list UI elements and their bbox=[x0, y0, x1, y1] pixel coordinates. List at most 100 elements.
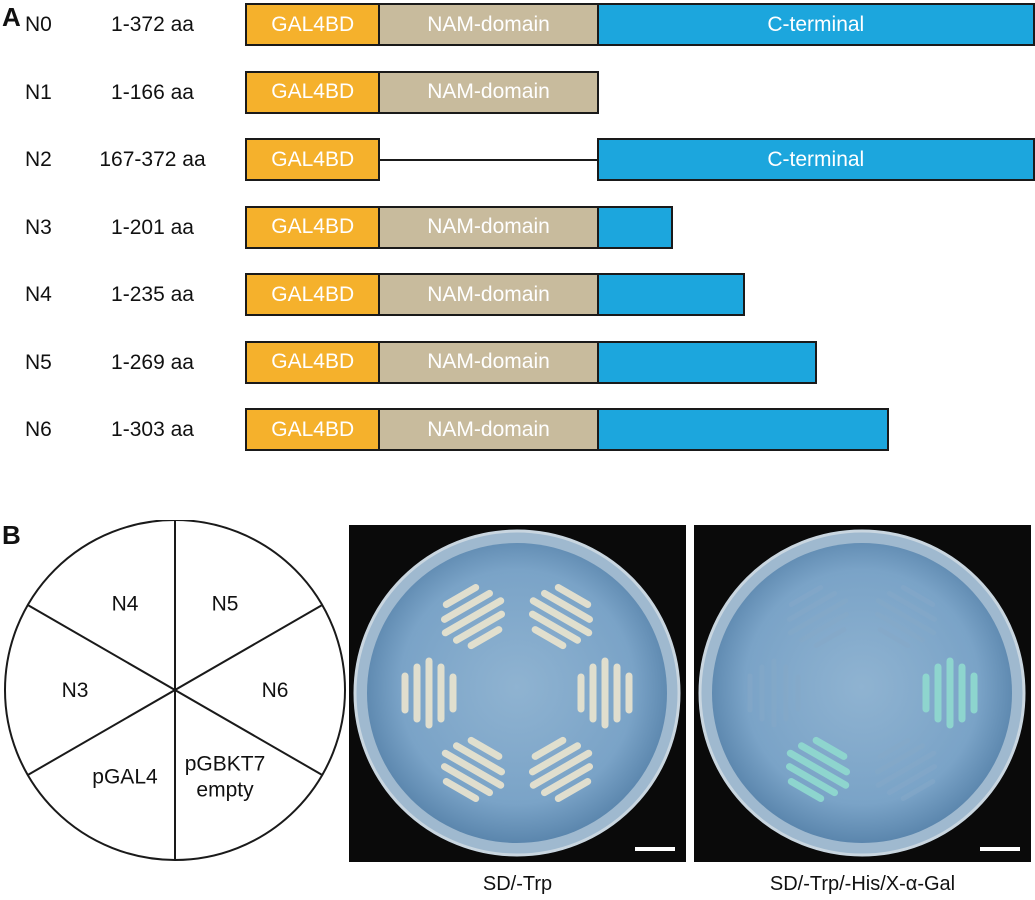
cterm-segment bbox=[596, 340, 817, 384]
yeast-streak bbox=[788, 585, 824, 608]
yeast-streak bbox=[440, 589, 494, 623]
yeast-streak bbox=[787, 598, 849, 636]
streak-group bbox=[440, 584, 506, 650]
yeast-streak bbox=[886, 764, 938, 796]
yeast-streak bbox=[875, 750, 937, 788]
construct-name-n5: N5 bbox=[25, 350, 52, 374]
yeast-streak bbox=[874, 611, 926, 643]
yeast-streak bbox=[554, 777, 592, 802]
yeast-streak bbox=[900, 585, 936, 608]
construct-range-n6: 1-303 aa bbox=[111, 418, 194, 441]
construct-range-n2: 167-372 aa bbox=[99, 148, 206, 171]
plate-0-graphic bbox=[353, 529, 681, 857]
gal4bd-segment: GAL4BD bbox=[245, 273, 381, 316]
sector-label: N6 bbox=[262, 679, 289, 702]
sector-label: N4 bbox=[112, 592, 139, 615]
yeast-streak bbox=[797, 742, 851, 776]
construct-range-n1: 1-166 aa bbox=[111, 80, 194, 104]
yeast-streak bbox=[440, 763, 494, 797]
nam-segment: NAM-domain bbox=[378, 205, 599, 249]
yeast-streak bbox=[875, 598, 937, 636]
yeast-streak bbox=[900, 778, 936, 801]
nam-segment: NAM-domain bbox=[378, 273, 599, 316]
nam-segment: NAM-domain bbox=[378, 340, 599, 384]
construct-name-n6: N6 bbox=[25, 418, 52, 441]
construct-name-n0: N0 bbox=[25, 13, 52, 36]
gal4bd-segment: GAL4BD bbox=[245, 70, 381, 114]
yeast-streak bbox=[467, 626, 503, 650]
cterm-segment bbox=[596, 273, 745, 316]
nam-segment: NAM-domain bbox=[378, 70, 599, 114]
sector-label: N3 bbox=[62, 679, 89, 702]
yeast-streak bbox=[529, 597, 593, 637]
yeast-streak bbox=[877, 737, 911, 759]
yeast-streak bbox=[787, 777, 825, 802]
sector-label: pGAL4 bbox=[92, 766, 158, 789]
streak-group bbox=[785, 736, 851, 802]
streak-group bbox=[874, 585, 938, 649]
gal4bd-segment: GAL4BD bbox=[245, 408, 381, 451]
yeast-streak bbox=[452, 610, 506, 644]
streak-group bbox=[440, 736, 506, 802]
yeast-streak bbox=[528, 610, 582, 644]
yeast-streak bbox=[531, 626, 567, 650]
plate-photo-sd-trp bbox=[349, 525, 686, 862]
construct-range-n4: 1-235 aa bbox=[111, 283, 194, 306]
yeast-streak bbox=[812, 736, 848, 760]
gal4bd-segment: GAL4BD bbox=[245, 340, 381, 384]
yeast-streak bbox=[441, 597, 505, 637]
yeast-streak bbox=[786, 749, 850, 789]
cterm-segment bbox=[596, 408, 889, 451]
streak-group bbox=[528, 736, 594, 802]
yeast-streak bbox=[798, 611, 850, 643]
streak-group bbox=[747, 658, 801, 728]
yeast-streak bbox=[874, 743, 926, 775]
construct-name-n3: N3 bbox=[25, 215, 52, 239]
nam-segment: NAM-domain bbox=[378, 3, 599, 46]
construct-name-n2: N2 bbox=[25, 148, 52, 171]
yeast-streak bbox=[452, 742, 506, 776]
yeast-streak bbox=[886, 590, 938, 622]
construct-name-n1: N1 bbox=[25, 80, 52, 104]
sector-divider bbox=[27, 604, 323, 776]
panel-b-letter: B bbox=[2, 520, 21, 550]
yeast-streak bbox=[441, 749, 505, 789]
streak-group bbox=[786, 585, 850, 649]
cterm-segment: C-terminal bbox=[596, 3, 1035, 46]
yeast-streak bbox=[529, 749, 593, 789]
plate-1-graphic bbox=[698, 529, 1026, 857]
construct-range-n0: 1-372 aa bbox=[111, 13, 194, 36]
linker-line bbox=[378, 158, 597, 161]
yeast-streak bbox=[540, 589, 594, 623]
gal4bd-segment: GAL4BD bbox=[245, 3, 381, 46]
yeast-streak bbox=[442, 584, 480, 609]
scale-bar bbox=[980, 847, 1020, 851]
streak-group bbox=[577, 657, 633, 729]
agar-surface bbox=[712, 543, 1012, 843]
yeast-streak bbox=[785, 763, 839, 797]
cterm-segment: C-terminal bbox=[596, 138, 1035, 181]
yeast-streak bbox=[877, 627, 911, 649]
yeast-streak bbox=[813, 627, 847, 649]
plate-sector-map: N5 N6 pGBKT7 empty pGAL4 N3 N4 bbox=[4, 520, 346, 861]
plate-photo-sd-trp-his-xgal bbox=[694, 525, 1031, 862]
construct-name-n4: N4 bbox=[25, 283, 52, 306]
gal4bd-segment: GAL4BD bbox=[245, 205, 381, 249]
yeast-streak bbox=[442, 777, 480, 802]
nam-segment: NAM-domain bbox=[378, 408, 599, 451]
construct-range-n5: 1-269 aa bbox=[111, 350, 194, 374]
agar-surface bbox=[367, 543, 667, 843]
plate-caption-1: SD/-Trp/-His/X-α-Gal bbox=[769, 873, 956, 895]
yeast-streak bbox=[531, 736, 567, 760]
streak-group bbox=[874, 737, 938, 801]
panel-a-letter: A bbox=[2, 2, 21, 32]
yeast-streak bbox=[786, 590, 838, 622]
yeast-streak bbox=[540, 763, 594, 797]
streak-group bbox=[401, 657, 457, 729]
sector-label: pGBKT7 empty bbox=[185, 753, 266, 802]
cterm-segment bbox=[596, 205, 673, 249]
streak-group bbox=[528, 584, 594, 650]
sector-label: N5 bbox=[212, 592, 239, 615]
yeast-streak bbox=[528, 742, 582, 776]
yeast-streak bbox=[467, 736, 503, 760]
